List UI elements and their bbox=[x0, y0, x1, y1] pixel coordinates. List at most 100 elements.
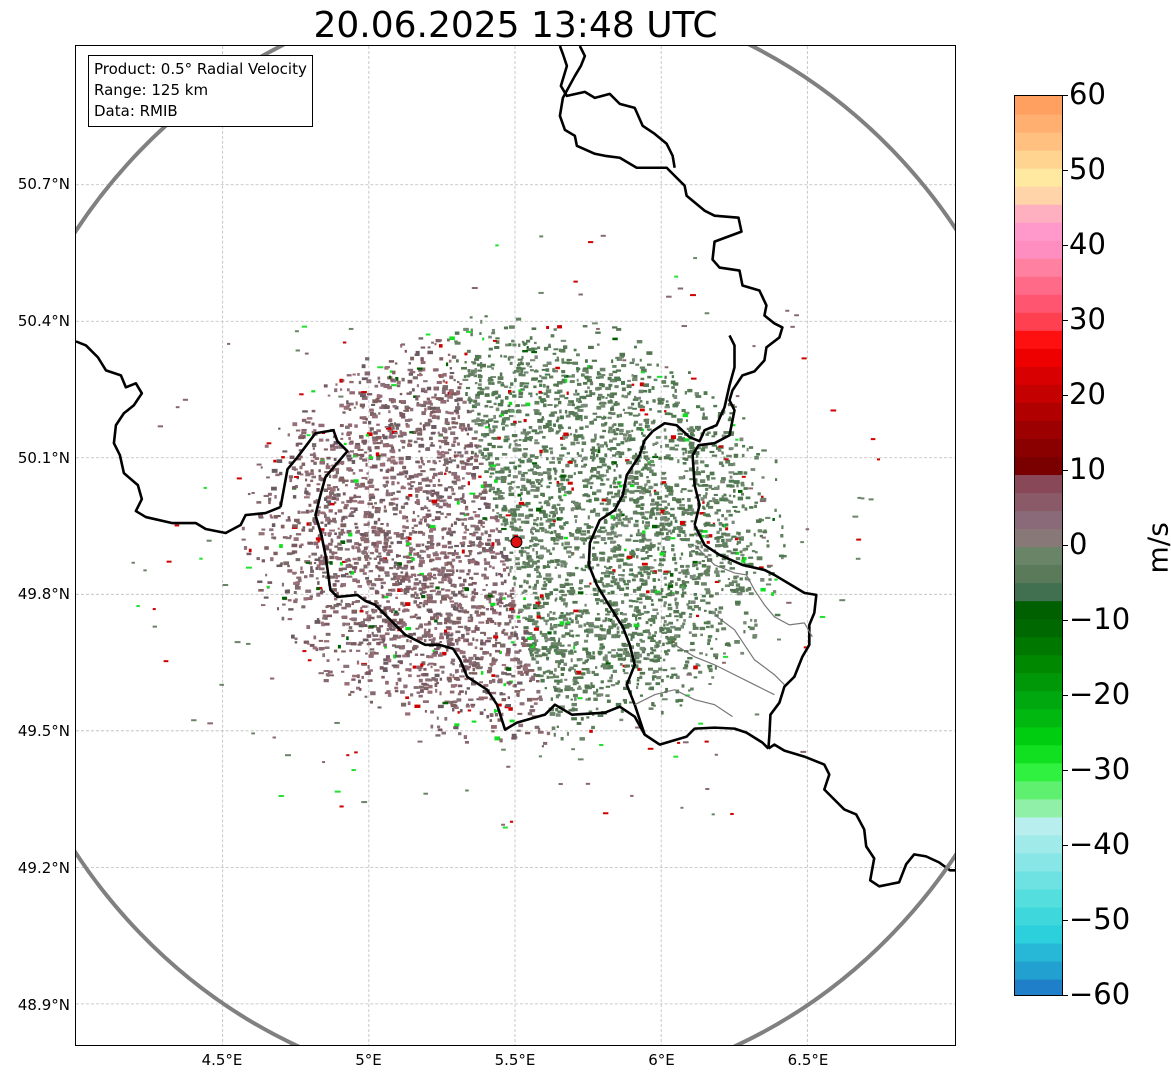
echo-pixel bbox=[528, 508, 533, 512]
echo-pixel bbox=[542, 471, 548, 475]
echo-pixel bbox=[396, 567, 400, 570]
echo-pixel bbox=[526, 348, 532, 352]
echo-pixel bbox=[414, 653, 419, 656]
echo-pixel bbox=[423, 667, 427, 671]
echo-pixel bbox=[593, 508, 596, 511]
echo-pixel bbox=[586, 621, 589, 625]
echo-pixel bbox=[346, 374, 352, 377]
echo-pixel bbox=[714, 608, 718, 611]
echo-pixel bbox=[448, 359, 452, 363]
echo-pixel bbox=[675, 498, 682, 503]
echo-pixel bbox=[635, 499, 640, 503]
echo-pixel bbox=[745, 588, 749, 592]
echo-pixel bbox=[624, 395, 629, 399]
echo-pixel bbox=[447, 486, 453, 489]
echo-pixel bbox=[361, 605, 368, 608]
echo-pixel bbox=[539, 452, 542, 457]
echo-pixel bbox=[662, 642, 665, 647]
echo-pixel bbox=[600, 624, 603, 628]
echo-pixel bbox=[347, 457, 352, 462]
echo-pixel bbox=[341, 650, 346, 653]
echo-pixel bbox=[497, 380, 502, 384]
echo-pixel bbox=[305, 589, 312, 593]
echo-pixel bbox=[683, 508, 689, 512]
echo-pixel bbox=[537, 482, 541, 485]
echo-pixel bbox=[500, 412, 505, 417]
echo-pixel bbox=[348, 437, 351, 440]
echo-pixel bbox=[444, 472, 447, 475]
echo-pixel bbox=[509, 361, 513, 365]
echo-pixel bbox=[477, 412, 481, 416]
echo-pixel bbox=[475, 444, 480, 448]
echo-pixel bbox=[448, 619, 453, 624]
echo-pixel bbox=[661, 678, 664, 683]
echo-pixel bbox=[610, 580, 616, 584]
echo-pixel bbox=[690, 641, 695, 646]
echo-pixel bbox=[531, 656, 535, 661]
echo-pixel bbox=[520, 388, 525, 391]
echo-pixel bbox=[711, 435, 716, 438]
echo-pixel bbox=[461, 609, 468, 612]
echo-pixel bbox=[695, 614, 700, 618]
echo-pixel bbox=[592, 546, 595, 550]
echo-pixel bbox=[783, 545, 786, 548]
echo-pixel bbox=[517, 518, 522, 521]
echo-pixel bbox=[448, 596, 453, 599]
echo-pixel bbox=[433, 613, 438, 618]
echo-pixel bbox=[509, 568, 512, 573]
echo-pixel bbox=[607, 430, 611, 434]
echo-pixel bbox=[533, 627, 539, 631]
echo-pixel bbox=[639, 400, 643, 403]
echo-pixel bbox=[537, 727, 541, 732]
echo-pixel bbox=[318, 639, 323, 642]
echo-pixel bbox=[672, 382, 679, 386]
echo-pixel bbox=[321, 622, 326, 627]
echo-pixel bbox=[759, 534, 763, 538]
echo-pixel bbox=[488, 381, 492, 385]
radar-map[interactable] bbox=[75, 45, 956, 1046]
echo-pixel bbox=[264, 546, 269, 550]
echo-pixel bbox=[479, 542, 484, 545]
echo-pixel bbox=[499, 516, 506, 519]
echo-pixel bbox=[425, 547, 429, 551]
echo-pixel bbox=[743, 487, 748, 490]
echo-pixel bbox=[534, 651, 539, 654]
echo-pixel bbox=[734, 537, 739, 541]
echo-pixel bbox=[588, 389, 593, 393]
echo-pixel bbox=[461, 522, 465, 526]
echo-pixel bbox=[492, 425, 498, 429]
echo-pixel bbox=[470, 616, 474, 621]
echo-pixel bbox=[436, 716, 439, 720]
echo-pixel bbox=[369, 587, 375, 590]
echo-pixel bbox=[564, 685, 571, 689]
echo-pixel bbox=[281, 456, 285, 459]
echo-pixel bbox=[619, 611, 624, 615]
echo-pixel bbox=[353, 454, 356, 458]
echo-pixel bbox=[635, 363, 640, 366]
echo-pixel bbox=[480, 532, 484, 536]
echo-pixel bbox=[628, 412, 633, 416]
echo-pixel bbox=[311, 552, 317, 556]
echo-pixel bbox=[536, 654, 543, 658]
echo-pixel bbox=[316, 592, 321, 597]
echo-pixel bbox=[564, 378, 568, 383]
echo-pixel bbox=[411, 388, 415, 392]
echo-pixel bbox=[507, 637, 512, 640]
echo-pixel bbox=[606, 498, 612, 503]
echo-pixel bbox=[664, 583, 668, 586]
echo-pixel bbox=[427, 655, 434, 659]
echo-pixel bbox=[268, 500, 271, 505]
echo-pixel bbox=[536, 516, 539, 521]
echo-pixel bbox=[340, 540, 346, 545]
echo-pixel bbox=[338, 478, 345, 482]
echo-pixel bbox=[502, 554, 509, 559]
echo-pixel bbox=[674, 561, 678, 565]
echo-pixel bbox=[524, 382, 530, 385]
echo-pixel bbox=[420, 403, 427, 408]
echo-pixel bbox=[608, 625, 614, 630]
echo-pixel bbox=[422, 516, 428, 519]
echo-pixel bbox=[493, 708, 496, 713]
echo-pixel bbox=[694, 462, 699, 465]
echo-pixel bbox=[599, 551, 605, 555]
echo-pixel bbox=[324, 546, 330, 551]
